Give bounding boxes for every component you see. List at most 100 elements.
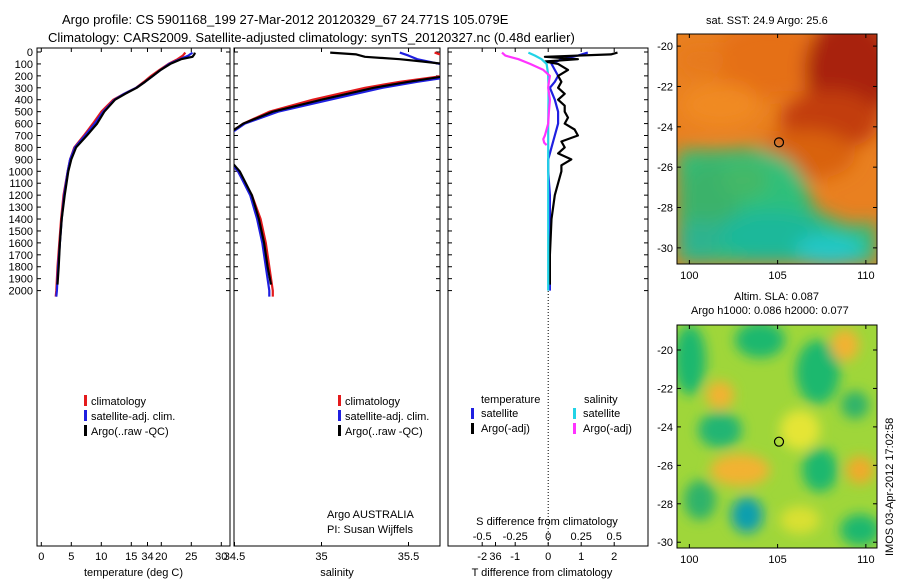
series-line-climatology bbox=[234, 51, 440, 297]
y-tick-label: 600 bbox=[15, 119, 33, 131]
legend-swatch bbox=[573, 423, 576, 434]
y-tick-label: 1400 bbox=[9, 214, 33, 226]
legend-label: Argo(..raw -QC) bbox=[345, 426, 423, 438]
series-line-satellite-adj-clim- bbox=[55, 51, 194, 297]
y-tick-label: 1700 bbox=[9, 250, 33, 262]
legend-title-salinity: salinity bbox=[584, 394, 618, 406]
y-tick-label: 2000 bbox=[9, 286, 33, 298]
map-y-tick-label: -22 bbox=[657, 81, 673, 93]
series-line-argo-raw-qc- bbox=[56, 52, 196, 285]
legend-label: climatology bbox=[91, 396, 147, 408]
map-y-tick-label: -28 bbox=[657, 203, 673, 215]
profile-panel-3: -2 -1 0 1 2 T difference from climatology -0.5… bbox=[447, 47, 649, 579]
legend-swatch bbox=[84, 425, 87, 436]
x-tick-label: 5 bbox=[68, 551, 74, 563]
series-group bbox=[501, 51, 618, 291]
legend-title-temperature: temperature bbox=[481, 394, 540, 406]
legend-swatch bbox=[338, 395, 341, 406]
y-tick-label: 1800 bbox=[9, 262, 33, 274]
y-tick-label: 200 bbox=[15, 71, 33, 83]
map-y-tick-label: -24 bbox=[657, 122, 673, 134]
legend-label: Argo(-adj) bbox=[583, 423, 632, 435]
series-line-satellite-adj-clim- bbox=[234, 51, 440, 297]
map-y-tick-label: -20 bbox=[657, 345, 673, 357]
legend-label: Argo(..raw -QC) bbox=[91, 426, 169, 438]
sla-map bbox=[676, 324, 878, 549]
map-x-tick-label: 105 bbox=[768, 554, 786, 566]
x-tick-label: 0 bbox=[545, 551, 551, 563]
x-tick-label: 35 bbox=[315, 551, 327, 563]
x-axis-label: temperature (deg C) bbox=[84, 567, 183, 579]
map-x-tick-label: 110 bbox=[857, 554, 875, 566]
map-y-tick-label: -28 bbox=[657, 499, 673, 511]
y-tick-label: 1000 bbox=[9, 166, 33, 178]
y-tick-label: 900 bbox=[15, 154, 33, 166]
x-tick-label: 25 bbox=[185, 551, 197, 563]
x-tick-label: 2 bbox=[611, 551, 617, 563]
legend-label: satellite bbox=[481, 408, 518, 420]
map-y-tick-label: -22 bbox=[657, 383, 673, 395]
legend-swatch bbox=[471, 408, 474, 419]
y-tick-label: 800 bbox=[15, 142, 33, 154]
series-line-temperature-satellite bbox=[547, 51, 589, 291]
float-location-marker bbox=[773, 436, 785, 447]
map-x-tick-label: 100 bbox=[680, 554, 698, 566]
legend-swatch bbox=[573, 408, 576, 419]
sla-map-title-2: Argo h1000: 0.086 h2000: 0.077 bbox=[691, 305, 849, 317]
x-top-axis-label: S difference from climatology bbox=[476, 516, 618, 528]
header-line-1: Argo profile: CS 5901168_199 27-Mar-2012… bbox=[62, 12, 509, 27]
legend-swatch bbox=[84, 410, 87, 421]
x-top-tick-label: -0.25 bbox=[503, 531, 528, 543]
y-tick-label: 0 bbox=[27, 47, 33, 59]
header-line-2: Climatology: CARS2009. Satellite-adjuste… bbox=[48, 30, 575, 45]
map-x-tick-label: 110 bbox=[857, 270, 875, 282]
x-top-tick-label: -0.5 bbox=[473, 531, 492, 543]
map-x-tick-label: 105 bbox=[768, 270, 786, 282]
x-tick-label: -2 bbox=[477, 551, 487, 563]
panel-frame bbox=[233, 47, 441, 547]
legend-label: climatology bbox=[345, 396, 401, 408]
map-x-tick-label: 100 bbox=[680, 270, 698, 282]
y-tick-label: 1300 bbox=[9, 202, 33, 214]
x-tick-label: 20 bbox=[155, 551, 167, 563]
series-group bbox=[234, 51, 440, 297]
legend-label: satellite-adj. clim. bbox=[91, 411, 175, 423]
x-axis-label: salinity bbox=[320, 567, 354, 579]
y-tick-label: 1600 bbox=[9, 238, 33, 250]
series-line-argo-raw-qc- bbox=[234, 51, 440, 285]
x-tick-label: 1 bbox=[578, 551, 584, 563]
map-y-tick-label: -24 bbox=[657, 422, 673, 434]
y-tick-label: 700 bbox=[15, 131, 33, 143]
x-tick-label: 10 bbox=[95, 551, 107, 563]
y-tick-label: 1500 bbox=[9, 226, 33, 238]
x-axis-label: T difference from climatology bbox=[472, 567, 613, 579]
series-line-salinity-argo-adj- bbox=[501, 51, 552, 146]
y-tick-label: 1100 bbox=[9, 178, 33, 190]
map-y-tick-label: -30 bbox=[657, 243, 673, 255]
series-group bbox=[54, 51, 196, 297]
y-tick-label: 400 bbox=[15, 95, 33, 107]
x-tick-label: 34.5 bbox=[224, 551, 245, 563]
legend-swatch bbox=[471, 423, 474, 434]
x-tick-label: 35.5 bbox=[398, 551, 419, 563]
y-tick-label: 100 bbox=[15, 59, 33, 71]
float-location-marker bbox=[773, 137, 785, 148]
legend-swatch bbox=[84, 395, 87, 406]
y-tick-label: 1900 bbox=[9, 274, 33, 286]
x-tick-label: 36 bbox=[489, 551, 501, 563]
y-tick-label: 1200 bbox=[9, 190, 33, 202]
x-top-tick-label: 0.5 bbox=[607, 531, 622, 543]
x-top-tick-label: 0 bbox=[545, 531, 551, 543]
map-y-tick-label: -26 bbox=[657, 162, 673, 174]
series-line-temperature-argo-adj- bbox=[543, 51, 618, 285]
sst-map-title: sat. SST: 24.9 Argo: 25.6 bbox=[706, 15, 828, 27]
y-tick-label: 500 bbox=[15, 107, 33, 119]
sst-map bbox=[676, 33, 878, 265]
x-tick-label: 15 bbox=[125, 551, 137, 563]
map-y-tick-label: -26 bbox=[657, 460, 673, 472]
x-top-tick-label: 0.25 bbox=[570, 531, 591, 543]
legend-label: satellite bbox=[583, 408, 620, 420]
legend-swatch bbox=[338, 410, 341, 421]
map-y-tick-label: -30 bbox=[657, 537, 673, 549]
